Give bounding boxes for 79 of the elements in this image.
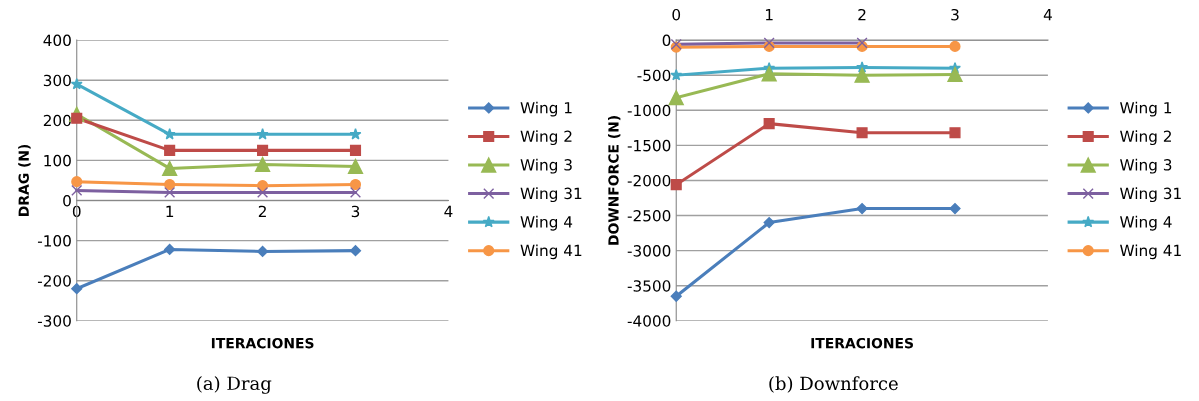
x-tick-label: 0 [72, 205, 81, 218]
point [349, 178, 362, 191]
point [347, 158, 364, 175]
y-tick-label: 0 [662, 34, 671, 47]
y-tick-label: 0 [63, 194, 71, 207]
y-tick-label: -3500 [627, 280, 671, 292]
legend-label: Wing 4 [520, 215, 573, 231]
point [162, 160, 178, 177]
x-axis-title: ITERACIONES [211, 337, 314, 349]
point [349, 128, 362, 140]
legend-label: Wing 1 [1120, 101, 1172, 117]
point [164, 186, 176, 199]
y-tick-label: -2500 [627, 210, 671, 222]
text: (b) Downforce [769, 376, 898, 393]
x-axis-title: ITERACIONES [811, 337, 913, 349]
y-tick-label: -4000 [627, 315, 671, 327]
point [349, 144, 362, 156]
point [949, 127, 961, 139]
point [254, 156, 271, 173]
point [670, 68, 683, 81]
x-tick-label: 1 [765, 9, 773, 21]
legend-label: Wing 41 [520, 244, 582, 260]
point [164, 178, 176, 191]
point [164, 243, 176, 256]
legend-label: Wing 31 [1120, 187, 1181, 203]
point [257, 186, 269, 199]
point [349, 186, 362, 199]
point [668, 90, 684, 106]
point [70, 77, 83, 90]
y-tick-label: 100 [44, 154, 71, 167]
y-tick-label: -300 [37, 315, 71, 327]
point [761, 66, 777, 82]
y-axis-title: DRAG (N) [18, 144, 31, 216]
point [856, 202, 868, 215]
legend-label: Wing 2 [520, 130, 572, 146]
x-tick-label: 1 [166, 205, 174, 217]
y-tick-label: -2000 [627, 174, 671, 187]
y-tick-label: 300 [43, 74, 71, 87]
legend-label: Wing 1 [520, 101, 572, 117]
legend-label: Wing 4 [1120, 215, 1172, 231]
y-tick-label: -3000 [627, 245, 671, 257]
point [763, 216, 775, 229]
legend-label: Wing 3 [520, 158, 572, 174]
point [763, 118, 775, 130]
point [257, 180, 269, 192]
point [949, 40, 961, 52]
point [947, 66, 963, 83]
y-tick-label: 200 [43, 114, 71, 127]
text: (a) Drag [197, 376, 272, 394]
point [163, 128, 176, 140]
point [670, 179, 682, 191]
x-tick-label: 2 [258, 205, 266, 217]
legend-label: Wing 2 [1120, 130, 1171, 146]
legend-label: Wing 3 [1120, 158, 1172, 174]
point [256, 128, 269, 140]
y-tick-label: 400 [43, 34, 71, 47]
point [71, 176, 83, 188]
y-tick-label: -500 [637, 69, 671, 82]
x-tick-label: 3 [351, 205, 360, 218]
y-tick-label: -100 [37, 235, 71, 247]
y-tick-label: -1500 [627, 139, 671, 152]
legend-label: Wing 41 [1120, 244, 1181, 260]
x-tick-label: 0 [672, 8, 681, 21]
x-tick-label: 4 [444, 205, 453, 217]
legend-label: Wing 31 [520, 187, 582, 203]
x-tick-label: 3 [951, 8, 959, 21]
point [71, 184, 83, 197]
y-axis-title: DOWNFORCE (N) [608, 116, 621, 245]
point [854, 67, 870, 83]
point [856, 127, 868, 139]
point [949, 202, 961, 215]
point [670, 290, 682, 302]
point [257, 144, 269, 156]
y-tick-label: -1000 [627, 104, 671, 117]
point [71, 283, 83, 295]
x-tick-label: 2 [858, 8, 866, 21]
point [164, 144, 176, 156]
x-tick-label: 4 [1043, 9, 1052, 21]
y-tick-label: -200 [37, 275, 71, 287]
